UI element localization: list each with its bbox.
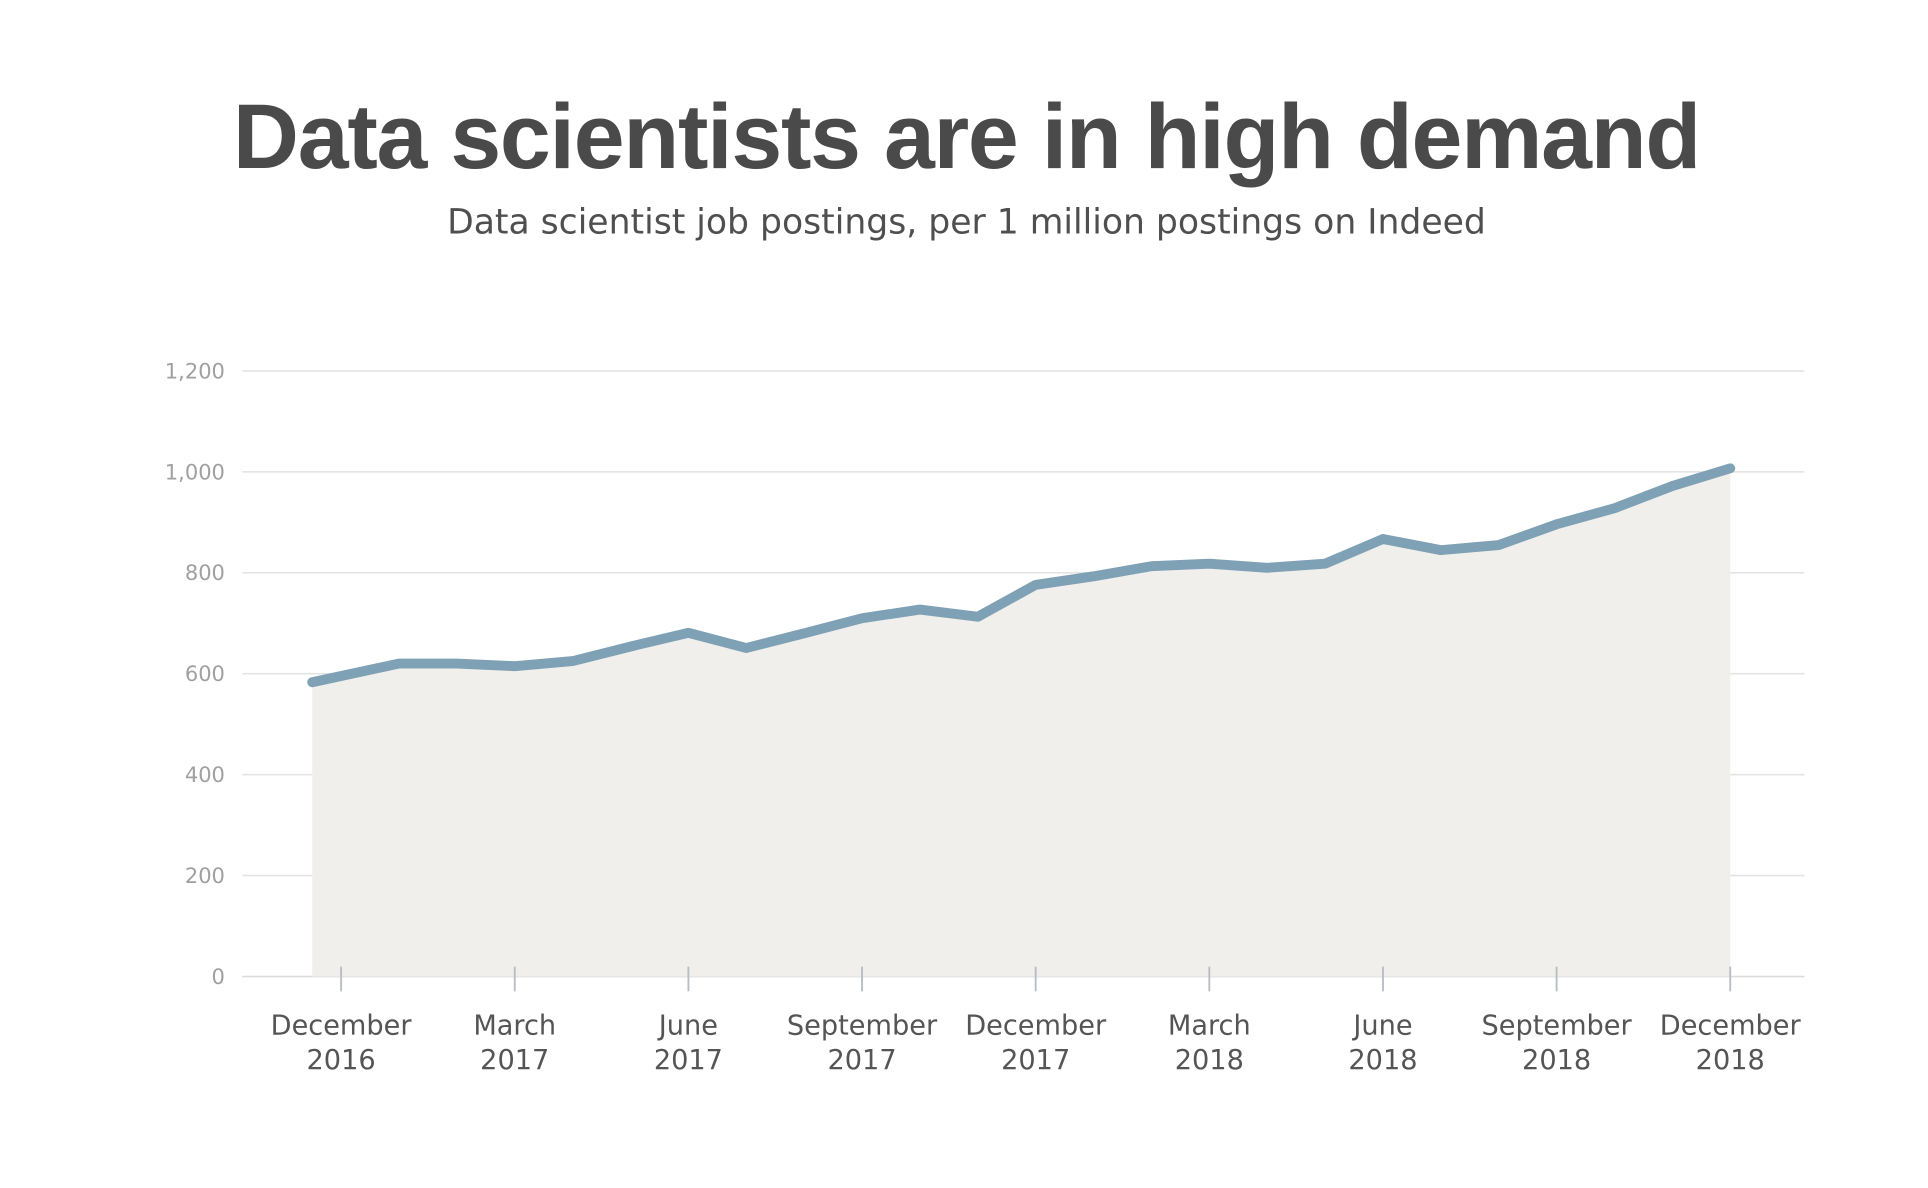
- x-tick-label-year: 2017: [654, 1045, 723, 1076]
- x-tick-label: December: [965, 1011, 1107, 1042]
- plot-area: [307, 463, 1736, 977]
- x-tick-label: March: [473, 1011, 556, 1042]
- x-tick-label-year: 2018: [1175, 1045, 1244, 1076]
- x-tick-label-year: 2018: [1522, 1045, 1591, 1076]
- area-fill: [312, 468, 1731, 977]
- x-tick-label-year: 2018: [1696, 1045, 1765, 1076]
- x-tick-label: June: [657, 1011, 718, 1042]
- chart-title: Data scientists are in high demand: [233, 86, 1700, 188]
- y-tick-label: 0: [212, 964, 225, 989]
- x-tick-label: September: [787, 1011, 938, 1042]
- x-tick-label: September: [1482, 1011, 1633, 1042]
- x-tick-label-year: 2017: [1001, 1045, 1070, 1076]
- y-axis: 0 200 400 600 800 1,000 1,200: [165, 358, 225, 989]
- y-tick-label: 800: [185, 560, 225, 585]
- x-tick-label-year: 2017: [480, 1045, 549, 1076]
- y-tick-label: 200: [185, 863, 225, 888]
- chart-subtitle: Data scientist job postings, per 1 milli…: [447, 203, 1486, 243]
- x-tick-label-year: 2017: [827, 1045, 896, 1076]
- y-tick-label: 1,200: [165, 358, 225, 383]
- y-tick-label: 1,000: [165, 459, 225, 484]
- x-axis: December2016March2017June2017September20…: [271, 966, 1802, 1076]
- x-tick-label: December: [271, 1011, 413, 1042]
- x-tick-label-year: 2016: [307, 1045, 376, 1076]
- x-tick-label-year: 2018: [1348, 1045, 1417, 1076]
- x-tick-label: December: [1660, 1011, 1802, 1042]
- y-tick-label: 400: [185, 762, 225, 787]
- y-tick-label: 600: [185, 661, 225, 686]
- x-tick-label: March: [1168, 1011, 1251, 1042]
- x-tick-label: June: [1351, 1011, 1412, 1042]
